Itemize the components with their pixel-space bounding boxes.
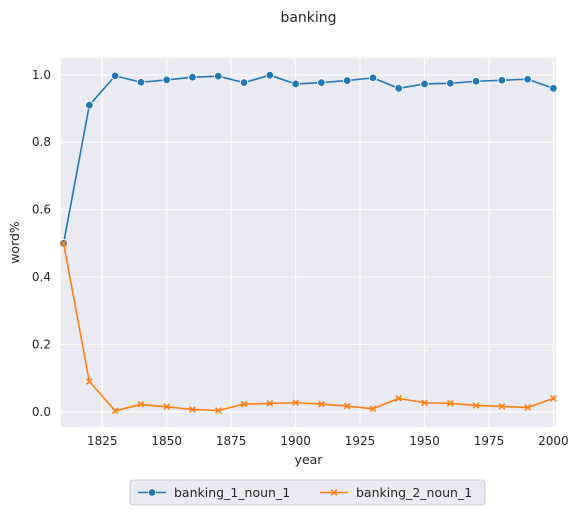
x-tick-label: 1925 (345, 434, 376, 448)
data-point (394, 84, 403, 93)
data-point (421, 399, 428, 407)
x-tick-label: 1825 (87, 434, 118, 448)
y-tick-label: 0.8 (32, 135, 51, 149)
data-point (85, 100, 94, 110)
series-layer (59, 70, 558, 415)
data-point (266, 400, 274, 407)
series-banking_1_noun_1 (59, 70, 558, 248)
data-point (317, 78, 326, 87)
data-point (136, 78, 146, 87)
x-tick-label: 1950 (409, 434, 440, 448)
x-tick-label: 1875 (216, 434, 247, 448)
data-point (369, 405, 377, 413)
data-point (189, 406, 196, 413)
data-point (550, 394, 557, 402)
data-point (446, 400, 454, 407)
data-point (137, 401, 145, 408)
data-point (240, 400, 248, 408)
chart-title: banking (280, 10, 336, 26)
data-point (420, 79, 429, 89)
series-line (62, 243, 554, 412)
data-point (343, 402, 351, 410)
legend-marker (330, 489, 338, 496)
y-tick-label: 0.0 (32, 405, 51, 419)
x-axis-ticks: 1825 1850 1875 1900 1925 1950 1975 2000 (87, 434, 569, 448)
data-point (239, 78, 249, 87)
data-point (163, 403, 171, 411)
data-point (188, 73, 197, 82)
data-point (523, 75, 532, 84)
data-point (162, 75, 171, 85)
data-point (111, 407, 119, 415)
legend-item: banking_2_noun_1 (320, 485, 472, 500)
data-point (318, 400, 325, 408)
data-point (472, 402, 480, 409)
data-point (214, 71, 223, 81)
data-point (60, 239, 67, 247)
y-axis-ticks: 0.0 0.2 0.4 0.6 0.8 1.0 (32, 68, 51, 419)
data-point (498, 403, 506, 410)
data-point (342, 76, 352, 85)
data-point (471, 77, 481, 86)
data-point (368, 73, 378, 83)
legend-box (129, 479, 486, 506)
x-tick-label: 1900 (280, 434, 311, 448)
x-tick-label: 1850 (151, 434, 182, 448)
legend-label: banking_2_noun_1 (356, 485, 472, 500)
data-point (395, 394, 403, 402)
y-tick-label: 0.4 (32, 270, 51, 284)
x-tick-label: 2000 (538, 434, 569, 448)
data-point (85, 378, 93, 385)
data-point (292, 399, 299, 407)
y-tick-label: 0.6 (32, 203, 51, 217)
data-point (110, 71, 120, 81)
plot-background (61, 58, 556, 427)
series-banking_2_noun_1 (60, 239, 557, 415)
x-tick-label: 1975 (474, 434, 505, 448)
data-point (291, 79, 300, 89)
data-point (446, 79, 455, 88)
series-line (62, 74, 554, 244)
y-tick-label: 0.2 (32, 337, 51, 351)
legend: banking_1_noun_1 banking_2_noun_1 (129, 479, 486, 506)
data-point (549, 84, 558, 93)
y-tick-label: 1.0 (32, 68, 51, 82)
data-point (265, 70, 275, 80)
y-axis-label: word% (7, 221, 22, 264)
data-point (214, 407, 222, 414)
x-axis-label: year (295, 452, 324, 467)
data-point (524, 404, 532, 411)
legend-marker (147, 488, 157, 497)
grid-lines (61, 58, 556, 427)
legend-label: banking_1_noun_1 (174, 485, 290, 500)
legend-item: banking_1_noun_1 (138, 485, 290, 500)
data-point (497, 76, 507, 85)
